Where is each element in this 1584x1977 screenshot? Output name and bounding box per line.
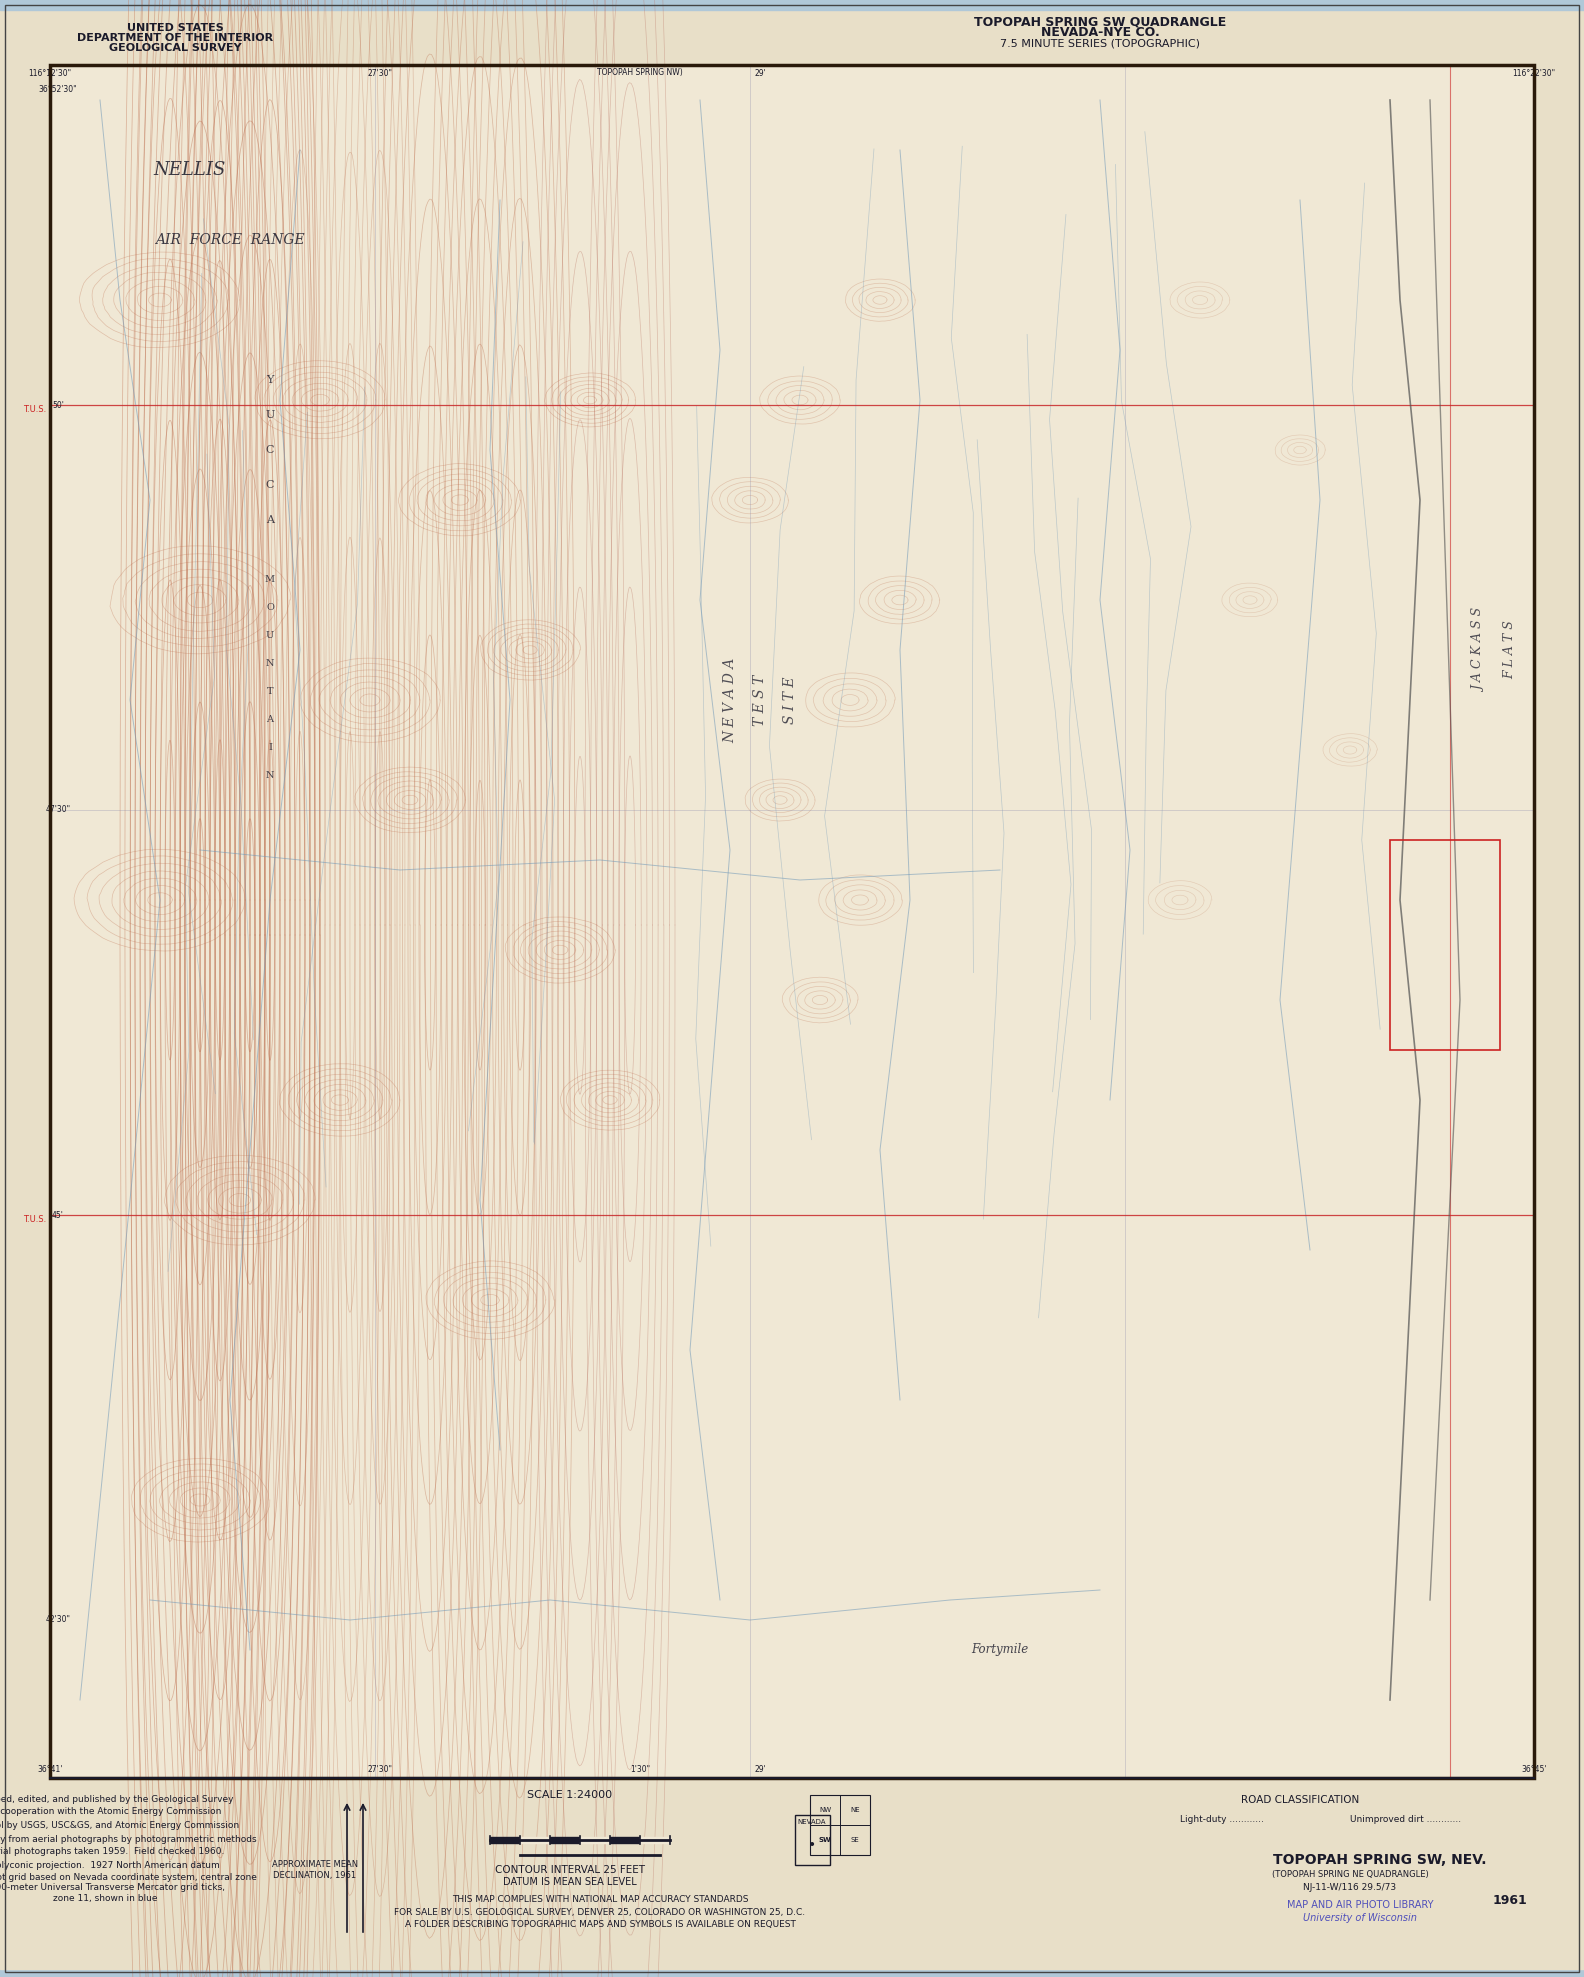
Text: Fortymile: Fortymile xyxy=(971,1643,1028,1657)
Text: NELLIS: NELLIS xyxy=(154,160,227,180)
Text: A: A xyxy=(266,514,274,526)
Text: 10,000-foot grid based on Nevada coordinate system, central zone: 10,000-foot grid based on Nevada coordin… xyxy=(0,1874,257,1882)
Text: Unimproved dirt ............: Unimproved dirt ............ xyxy=(1350,1815,1460,1825)
Text: APPROXIMATE MEAN
DECLINATION, 1961: APPROXIMATE MEAN DECLINATION, 1961 xyxy=(272,1860,358,1880)
Text: N E V A D A: N E V A D A xyxy=(722,658,737,743)
Text: DEPARTMENT OF THE INTERIOR: DEPARTMENT OF THE INTERIOR xyxy=(78,34,272,43)
Text: NJ-11-W/116 29.5/73: NJ-11-W/116 29.5/73 xyxy=(1304,1882,1397,1892)
Text: Polyconic projection.  1927 North American datum: Polyconic projection. 1927 North America… xyxy=(0,1862,219,1870)
Text: 1'30": 1'30" xyxy=(630,1765,649,1775)
Text: J A C K A S S: J A C K A S S xyxy=(1473,609,1486,692)
Text: TOPOPAH SPRING NW): TOPOPAH SPRING NW) xyxy=(597,69,683,77)
Text: S I T E: S I T E xyxy=(782,676,797,724)
Text: ROAD CLASSIFICATION: ROAD CLASSIFICATION xyxy=(1240,1795,1359,1805)
Text: MAP AND AIR PHOTO LIBRARY: MAP AND AIR PHOTO LIBRARY xyxy=(1286,1900,1434,1910)
Text: (TOPOPAH SPRING NE QUADRANGLE): (TOPOPAH SPRING NE QUADRANGLE) xyxy=(1272,1870,1429,1880)
Bar xyxy=(489,1837,520,1843)
Text: 36°52'30": 36°52'30" xyxy=(38,85,78,95)
Text: 116°22'30": 116°22'30" xyxy=(1513,69,1555,77)
Text: 1961: 1961 xyxy=(1492,1894,1527,1906)
Text: Topography from aerial photographs by photogrammetric methods: Topography from aerial photographs by ph… xyxy=(0,1835,257,1845)
Text: SE: SE xyxy=(851,1837,860,1843)
Text: 29': 29' xyxy=(754,69,767,77)
Text: zone 11, shown in blue: zone 11, shown in blue xyxy=(52,1894,157,1902)
Text: O: O xyxy=(266,603,274,613)
Text: NEVADA-NYE CO.: NEVADA-NYE CO. xyxy=(1041,26,1159,40)
Bar xyxy=(0,1777,1584,1969)
Bar xyxy=(1391,840,1500,1050)
Text: 47'30": 47'30" xyxy=(46,805,71,815)
Text: THIS MAP COMPLIES WITH NATIONAL MAP ACCURACY STANDARDS: THIS MAP COMPLIES WITH NATIONAL MAP ACCU… xyxy=(451,1896,748,1904)
Text: 27'30": 27'30" xyxy=(367,1765,393,1775)
Text: •: • xyxy=(808,1839,816,1852)
Text: Light-duty ............: Light-duty ............ xyxy=(1180,1815,1264,1825)
Bar xyxy=(809,1795,870,1854)
Text: F L A T S: F L A T S xyxy=(1503,621,1516,680)
Text: TOPOPAH SPRING SW QUADRANGLE: TOPOPAH SPRING SW QUADRANGLE xyxy=(974,16,1226,28)
Text: CONTOUR INTERVAL 25 FEET: CONTOUR INTERVAL 25 FEET xyxy=(494,1864,645,1874)
Text: I: I xyxy=(268,743,272,753)
Text: 1000-meter Universal Transverse Mercator grid ticks,: 1000-meter Universal Transverse Mercator… xyxy=(0,1884,225,1892)
Text: 42'30": 42'30" xyxy=(46,1615,71,1625)
Text: DATUM IS MEAN SEA LEVEL: DATUM IS MEAN SEA LEVEL xyxy=(504,1876,637,1886)
Text: A: A xyxy=(266,716,274,724)
Text: GEOLOGICAL SURVEY: GEOLOGICAL SURVEY xyxy=(109,43,241,53)
Text: 27'30": 27'30" xyxy=(367,69,393,77)
Text: NW: NW xyxy=(819,1807,832,1813)
Text: 29': 29' xyxy=(754,1765,767,1775)
Text: Control by USGS, USC&GS, and Atomic Energy Commission: Control by USGS, USC&GS, and Atomic Ener… xyxy=(0,1821,239,1831)
Text: T E S T: T E S T xyxy=(752,674,767,726)
Bar xyxy=(610,1837,640,1843)
Text: SW: SW xyxy=(819,1837,832,1843)
Bar xyxy=(0,0,1584,10)
Text: 50': 50' xyxy=(52,401,63,409)
Bar xyxy=(520,1837,550,1843)
Text: 36°41': 36°41' xyxy=(38,1765,63,1775)
Bar xyxy=(580,1837,610,1843)
Text: U: U xyxy=(266,631,274,641)
Bar xyxy=(0,1969,1584,1977)
Bar xyxy=(550,1837,580,1843)
Text: 116°12'30": 116°12'30" xyxy=(29,69,71,77)
Text: Mapped, edited, and published by the Geological Survey: Mapped, edited, and published by the Geo… xyxy=(0,1795,234,1805)
Text: Aerial photographs taken 1959.  Field checked 1960.: Aerial photographs taken 1959. Field che… xyxy=(0,1847,225,1856)
Text: in cooperation with the Atomic Energy Commission: in cooperation with the Atomic Energy Co… xyxy=(0,1807,222,1817)
Text: SCALE 1:24000: SCALE 1:24000 xyxy=(527,1789,613,1799)
Text: U: U xyxy=(266,409,274,419)
Text: T.U.S.: T.U.S. xyxy=(24,1216,46,1224)
Text: M: M xyxy=(265,575,276,585)
Text: 45': 45' xyxy=(52,1210,63,1220)
Text: C: C xyxy=(266,480,274,490)
Text: NEVADA: NEVADA xyxy=(798,1819,827,1825)
Text: UNITED STATES: UNITED STATES xyxy=(127,24,223,34)
Text: N: N xyxy=(266,771,274,781)
Text: 7.5 MINUTE SERIES (TOPOGRAPHIC): 7.5 MINUTE SERIES (TOPOGRAPHIC) xyxy=(1000,40,1201,49)
Text: FOR SALE BY U.S. GEOLOGICAL SURVEY, DENVER 25, COLORADO OR WASHINGTON 25, D.C.: FOR SALE BY U.S. GEOLOGICAL SURVEY, DENV… xyxy=(394,1908,806,1916)
Text: T.U.S.: T.U.S. xyxy=(24,405,46,415)
Text: AIR  FORCE  RANGE: AIR FORCE RANGE xyxy=(155,233,304,247)
Bar xyxy=(640,1837,670,1843)
Text: NE: NE xyxy=(851,1807,860,1813)
Bar xyxy=(51,65,1533,1777)
Text: T: T xyxy=(266,688,274,696)
Bar xyxy=(795,1815,830,1864)
Text: University of Wisconsin: University of Wisconsin xyxy=(1304,1914,1418,1924)
Text: 36°45': 36°45' xyxy=(1521,1765,1546,1775)
Text: N: N xyxy=(266,660,274,668)
Text: Y: Y xyxy=(266,376,274,386)
Text: TOPOPAH SPRING SW, NEV.: TOPOPAH SPRING SW, NEV. xyxy=(1274,1852,1487,1866)
Text: C: C xyxy=(266,445,274,455)
Text: A FOLDER DESCRIBING TOPOGRAPHIC MAPS AND SYMBOLS IS AVAILABLE ON REQUEST: A FOLDER DESCRIBING TOPOGRAPHIC MAPS AND… xyxy=(404,1920,795,1928)
Bar xyxy=(51,65,1533,1777)
